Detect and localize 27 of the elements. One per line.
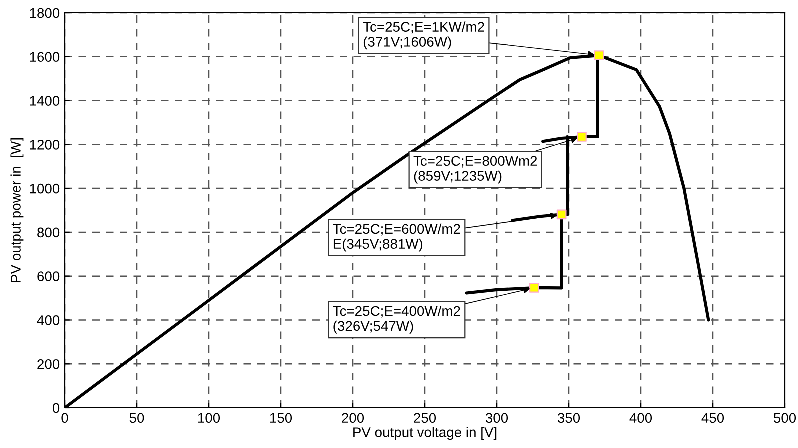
y-tick-label: 1400 [30, 96, 60, 106]
x-tick-label: 400 [630, 413, 652, 424]
x-tick-label: 200 [342, 413, 364, 424]
x-tick-label: 0 [62, 413, 68, 424]
x-axis-title: PV output voltage in [V] [354, 427, 497, 440]
y-axis-title: PV output power in [W] [10, 138, 24, 282]
y-tick-label: 0 [52, 403, 60, 414]
x-tick-label: 500 [774, 413, 796, 424]
annotation: Tc=25C;E=1KW/m2 (371V;1606W) [363, 22, 484, 50]
x-tick-label: 300 [486, 413, 508, 424]
annotation: Tc=25C;E=600W/m2 E(345V;881W) [333, 224, 460, 252]
annotation: Tc=25C;E=400W/m2 (326V;547W) [333, 306, 460, 334]
x-tick-label: 150 [270, 413, 292, 424]
x-tick-label: 250 [414, 413, 436, 424]
y-tick-label: 1800 [30, 8, 60, 18]
y-tick-label: 800 [38, 228, 60, 238]
y-tick-label: 1000 [30, 184, 60, 194]
y-tick-label: 1200 [30, 140, 60, 150]
y-tick-label: 200 [38, 359, 60, 370]
x-tick-label: 350 [558, 413, 580, 424]
annotation: Tc=25C;E=800Wm2 (859V;1235W) [414, 156, 538, 184]
y-tick-label: 400 [37, 316, 60, 326]
y-tick-label: 1600 [30, 52, 60, 62]
y-tick-label: 600 [38, 272, 60, 282]
x-tick-label: 50 [130, 413, 144, 424]
x-tick-label: 100 [198, 413, 220, 424]
x-tick-label: 450 [702, 413, 724, 424]
